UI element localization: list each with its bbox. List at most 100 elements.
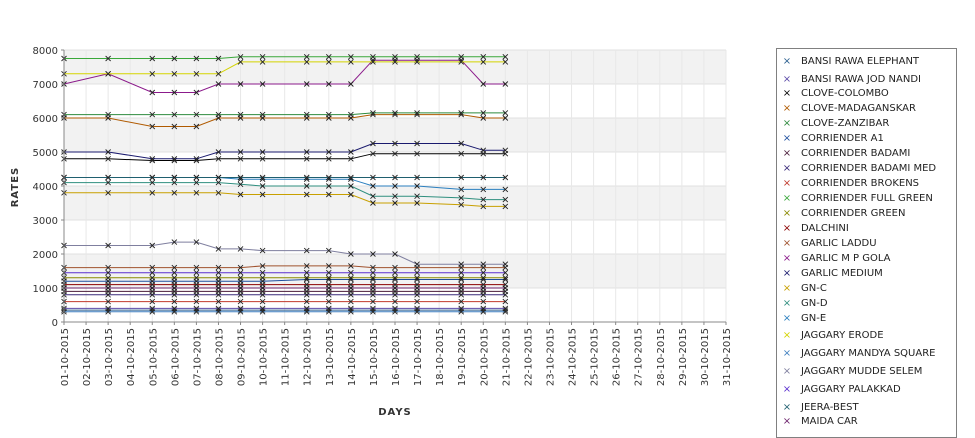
x-tick-label: 30-10-2015 (700, 328, 711, 386)
legend-label: MAIDA CAR (801, 416, 858, 427)
data-point (105, 174, 111, 181)
data-point (259, 149, 266, 155)
x-tick-labels: 01-10-2015 02-10-2015 03-10-2015 04-10-2015… (60, 328, 733, 386)
legend-marker-icon: × (782, 283, 792, 294)
data-point (303, 298, 310, 305)
data-point (149, 242, 156, 249)
data-point (370, 110, 376, 116)
data-point (370, 140, 376, 147)
data-point (502, 285, 509, 291)
data-point (237, 181, 244, 188)
data-point (325, 285, 332, 291)
legend-label: JAGGARY ERODE (801, 330, 884, 341)
y-tick-label: 2000 (33, 250, 58, 261)
data-point (458, 140, 465, 147)
legend-marker-icon: × (782, 366, 792, 377)
data-point (325, 59, 332, 65)
data-point (502, 53, 509, 60)
series-15 (61, 189, 509, 210)
legend-label: CLOVE-MADAGANSKAR (801, 103, 916, 114)
data-point (348, 111, 354, 118)
y-tick-label: 6000 (33, 114, 58, 125)
data-point (105, 155, 111, 162)
data-point (480, 196, 487, 203)
data-point (259, 191, 266, 198)
data-point (392, 200, 398, 206)
legend-label: CORRIENDER FULL GREEN (801, 193, 933, 204)
data-point (193, 155, 200, 162)
x-tick-label: 07-10-2015 (192, 328, 203, 386)
legend-marker-icon: × (782, 118, 792, 129)
data-point (348, 81, 354, 87)
data-point (414, 285, 420, 291)
x-tick-label: 26-10-2015 (612, 328, 623, 386)
data-point (105, 189, 111, 196)
data-point (259, 59, 266, 65)
data-point (303, 155, 310, 162)
data-point (215, 291, 222, 298)
legend-label: CLOVE-COLOMBO (801, 88, 889, 99)
data-point (325, 291, 332, 298)
data-point (237, 174, 244, 181)
legend-marker-icon: × (782, 298, 792, 309)
data-point (414, 174, 420, 181)
data-point (237, 155, 244, 162)
data-point (392, 251, 398, 257)
series-4 (61, 110, 509, 118)
legend-marker-icon: × (782, 348, 792, 359)
y-tick-label: 7000 (33, 80, 58, 91)
series-10 (61, 274, 509, 281)
data-point (237, 274, 244, 281)
data-point (458, 269, 465, 276)
data-point (414, 308, 420, 315)
series-21 (61, 269, 509, 276)
data-point (392, 174, 398, 181)
x-axis-title: DAYS (378, 407, 412, 418)
data-point (215, 285, 222, 291)
data-point (259, 308, 266, 315)
x-tick-label: 05-10-2015 (148, 328, 159, 386)
legend-marker-icon: × (782, 178, 792, 189)
data-point (458, 186, 465, 193)
legend-label: CORRIENDER GREEN (801, 208, 906, 219)
data-point (325, 263, 332, 269)
data-point (480, 203, 487, 210)
series-18 (61, 59, 509, 77)
data-point (171, 285, 178, 291)
legend-marker-icon: × (782, 238, 792, 249)
data-point (325, 191, 332, 198)
data-point (502, 110, 509, 116)
data-point (171, 308, 178, 315)
data-point (303, 183, 310, 189)
legend-marker-icon: × (782, 223, 792, 234)
data-point (414, 261, 420, 268)
data-point (171, 274, 178, 281)
x-tick-label: 09-10-2015 (237, 328, 248, 386)
data-point (149, 298, 156, 305)
data-point (259, 247, 266, 254)
data-point (348, 149, 354, 155)
data-point (502, 269, 509, 276)
data-point (215, 174, 222, 181)
data-point (303, 247, 310, 254)
data-point (392, 285, 398, 291)
legend-label: CORRIENDER BROKENS (801, 178, 920, 189)
data-point (502, 291, 509, 298)
data-point (171, 70, 178, 77)
x-tick-label: 21-10-2015 (501, 328, 512, 386)
x-tick-label: 28-10-2015 (656, 328, 667, 386)
data-point (480, 274, 487, 281)
data-point (458, 291, 465, 298)
data-point (458, 201, 465, 208)
data-point (414, 183, 420, 189)
data-point (502, 186, 509, 193)
data-point (370, 308, 376, 315)
x-tick-label: 01-10-2015 (60, 328, 71, 386)
data-point (149, 291, 156, 298)
data-point (502, 203, 509, 210)
data-point (215, 308, 222, 315)
data-point (149, 70, 156, 77)
data-point (480, 308, 487, 315)
data-point (105, 308, 111, 315)
x-tick-label: 15-10-2015 (369, 328, 380, 386)
